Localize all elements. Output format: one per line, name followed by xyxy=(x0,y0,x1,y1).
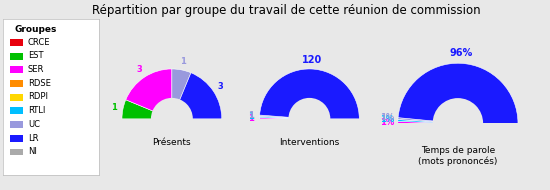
Bar xyxy=(10,94,23,101)
Text: 1%: 1% xyxy=(380,113,394,122)
Bar xyxy=(112,119,232,169)
Bar xyxy=(10,80,23,87)
Wedge shape xyxy=(126,69,172,119)
Text: 1: 1 xyxy=(248,114,254,123)
Text: 96%: 96% xyxy=(449,48,473,58)
Text: Temps de parole
(mots prononcés): Temps de parole (mots prononcés) xyxy=(418,146,498,166)
Wedge shape xyxy=(172,73,222,119)
Wedge shape xyxy=(398,120,458,123)
Bar xyxy=(10,149,23,155)
Text: 1%: 1% xyxy=(380,116,394,124)
Text: LR: LR xyxy=(28,134,38,142)
Wedge shape xyxy=(260,115,309,119)
Text: 1: 1 xyxy=(180,57,186,66)
Text: EST: EST xyxy=(28,51,43,60)
Bar xyxy=(10,39,23,46)
Wedge shape xyxy=(398,118,458,123)
Circle shape xyxy=(433,98,483,149)
Bar xyxy=(10,53,23,59)
Text: RDPI: RDPI xyxy=(28,92,48,101)
Text: 1%: 1% xyxy=(380,118,394,127)
Wedge shape xyxy=(260,116,309,119)
Wedge shape xyxy=(260,118,309,119)
Wedge shape xyxy=(172,69,191,119)
Text: 3: 3 xyxy=(218,82,224,91)
Text: 3: 3 xyxy=(136,65,142,74)
Text: 1: 1 xyxy=(248,111,254,120)
Wedge shape xyxy=(398,121,458,123)
Bar xyxy=(386,123,530,183)
Bar xyxy=(10,135,23,142)
Circle shape xyxy=(151,98,193,140)
Wedge shape xyxy=(122,100,172,119)
Text: 1: 1 xyxy=(111,103,117,112)
Text: 1: 1 xyxy=(248,112,254,121)
Circle shape xyxy=(288,98,331,140)
Text: Présents: Présents xyxy=(152,138,191,147)
Bar xyxy=(10,121,23,128)
Text: SER: SER xyxy=(28,65,44,74)
Bar xyxy=(10,108,23,114)
Text: Interventions: Interventions xyxy=(279,138,339,147)
Text: NI: NI xyxy=(28,147,37,156)
Text: UC: UC xyxy=(28,120,40,129)
Bar xyxy=(250,119,369,169)
Bar xyxy=(10,66,23,73)
Text: RDSE: RDSE xyxy=(28,79,51,88)
Text: Répartition par groupe du travail de cette réunion de commission: Répartition par groupe du travail de cet… xyxy=(92,4,480,17)
Text: RTLI: RTLI xyxy=(28,106,45,115)
Text: Groupes: Groupes xyxy=(14,25,57,34)
Wedge shape xyxy=(260,69,359,119)
Text: CRCE: CRCE xyxy=(28,38,50,47)
Wedge shape xyxy=(398,63,518,123)
Text: 120: 120 xyxy=(301,55,322,65)
